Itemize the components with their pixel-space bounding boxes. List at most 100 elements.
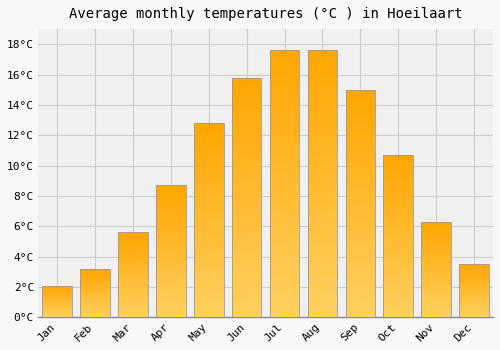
Bar bbox=[194, 147, 224, 152]
Bar bbox=[384, 252, 413, 257]
Bar bbox=[194, 250, 224, 254]
Bar bbox=[346, 289, 375, 295]
Bar bbox=[270, 57, 300, 64]
Bar bbox=[422, 315, 451, 317]
Bar bbox=[232, 228, 262, 233]
Bar bbox=[384, 175, 413, 180]
Bar bbox=[270, 137, 300, 144]
Bar bbox=[80, 278, 110, 279]
Bar bbox=[308, 144, 337, 150]
Bar bbox=[156, 232, 186, 235]
Bar bbox=[118, 250, 148, 252]
Bar bbox=[42, 290, 72, 291]
Bar bbox=[232, 258, 262, 264]
Bar bbox=[270, 164, 300, 170]
Bar bbox=[118, 268, 148, 271]
Bar bbox=[346, 244, 375, 249]
Bar bbox=[194, 177, 224, 182]
Bar bbox=[308, 224, 337, 231]
Bar bbox=[156, 288, 186, 291]
Bar bbox=[308, 150, 337, 157]
Bar bbox=[308, 111, 337, 117]
Bar bbox=[270, 204, 300, 211]
Bar bbox=[232, 120, 262, 126]
Bar bbox=[346, 238, 375, 244]
Bar bbox=[232, 294, 262, 300]
Bar bbox=[80, 293, 110, 294]
Bar bbox=[308, 304, 337, 311]
Bar bbox=[460, 309, 489, 311]
Bar bbox=[308, 170, 337, 177]
Bar bbox=[422, 313, 451, 315]
Bar bbox=[308, 57, 337, 64]
Bar bbox=[270, 131, 300, 137]
Bar bbox=[384, 297, 413, 301]
Bar bbox=[422, 279, 451, 282]
Bar bbox=[460, 287, 489, 288]
Bar bbox=[460, 311, 489, 312]
Bar bbox=[118, 271, 148, 273]
Bar bbox=[156, 308, 186, 311]
Bar bbox=[384, 314, 413, 317]
Bar bbox=[308, 104, 337, 111]
Bar bbox=[460, 266, 489, 267]
Bar bbox=[118, 298, 148, 301]
Bar bbox=[384, 204, 413, 208]
Bar bbox=[232, 132, 262, 138]
Bar bbox=[232, 126, 262, 132]
Bar bbox=[42, 305, 72, 306]
Bar bbox=[384, 236, 413, 240]
Bar bbox=[270, 117, 300, 124]
Bar bbox=[194, 288, 224, 293]
Bar bbox=[384, 155, 413, 159]
Bar bbox=[346, 130, 375, 135]
Bar bbox=[384, 196, 413, 200]
Bar bbox=[270, 197, 300, 204]
Bar bbox=[80, 286, 110, 287]
Bar bbox=[42, 315, 72, 316]
Bar bbox=[460, 264, 489, 266]
Bar bbox=[460, 286, 489, 287]
Bar bbox=[118, 260, 148, 262]
Bar bbox=[156, 205, 186, 209]
Bar bbox=[118, 264, 148, 266]
Bar bbox=[232, 222, 262, 228]
Bar bbox=[118, 279, 148, 281]
Bar bbox=[308, 137, 337, 144]
Bar bbox=[156, 192, 186, 195]
Bar bbox=[80, 312, 110, 313]
Bar bbox=[384, 163, 413, 167]
Bar bbox=[384, 309, 413, 314]
Bar bbox=[460, 291, 489, 292]
Bar bbox=[118, 284, 148, 286]
Bar bbox=[156, 215, 186, 218]
Bar bbox=[194, 293, 224, 298]
Bar bbox=[156, 278, 186, 281]
Bar bbox=[308, 217, 337, 224]
Bar bbox=[232, 78, 262, 317]
Bar bbox=[308, 244, 337, 251]
Bar bbox=[422, 227, 451, 229]
Bar bbox=[194, 196, 224, 201]
Bar bbox=[422, 248, 451, 251]
Bar bbox=[118, 262, 148, 264]
Bar bbox=[308, 164, 337, 170]
Bar bbox=[460, 299, 489, 300]
Bar bbox=[42, 286, 72, 287]
Bar bbox=[270, 304, 300, 311]
Bar bbox=[232, 138, 262, 144]
Bar bbox=[156, 202, 186, 205]
Bar bbox=[194, 186, 224, 191]
Bar bbox=[80, 276, 110, 278]
Bar bbox=[194, 182, 224, 186]
Bar bbox=[194, 279, 224, 284]
Bar bbox=[308, 184, 337, 191]
Bar bbox=[270, 50, 300, 57]
Bar bbox=[232, 306, 262, 312]
Bar bbox=[346, 306, 375, 312]
Bar bbox=[270, 144, 300, 150]
Bar bbox=[118, 241, 148, 243]
Bar bbox=[80, 282, 110, 284]
Bar bbox=[232, 156, 262, 162]
Bar bbox=[156, 301, 186, 304]
